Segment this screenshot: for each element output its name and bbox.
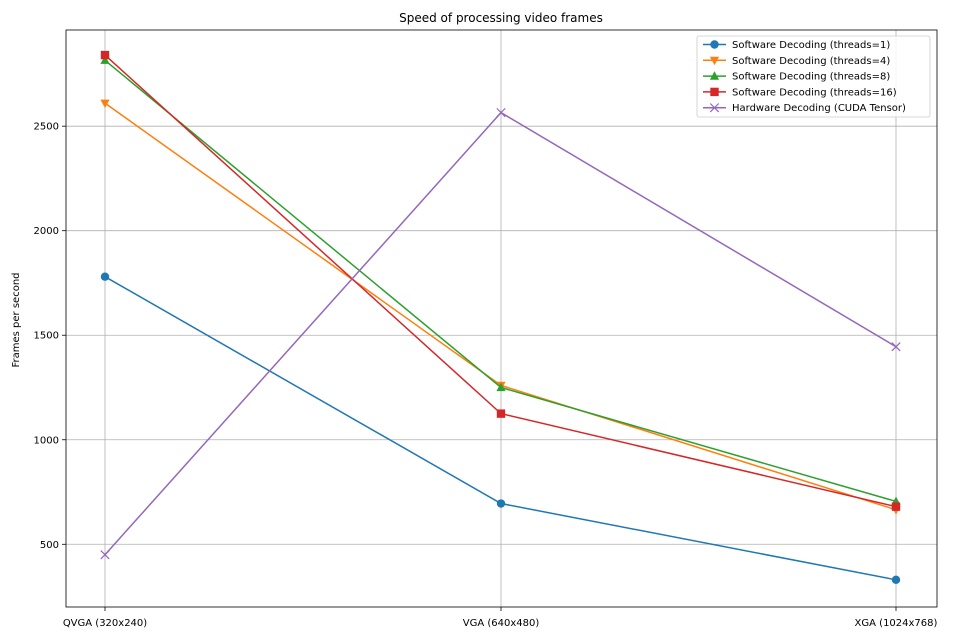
data-point bbox=[496, 499, 506, 508]
legend-entry: Software Decoding (threads=16) bbox=[703, 87, 897, 98]
series-lines bbox=[100, 50, 901, 585]
series-line bbox=[104, 111, 897, 556]
legend: Software Decoding (threads=1) Software De… bbox=[696, 35, 931, 118]
y-axis-label: Frames per second bbox=[11, 273, 22, 368]
series-line bbox=[104, 276, 897, 581]
y-tick-label: 500 bbox=[40, 540, 59, 551]
legend-label: Software Decoding (threads=16) bbox=[732, 87, 897, 98]
series-5 bbox=[100, 107, 901, 560]
legend-marker bbox=[709, 56, 720, 66]
series-line bbox=[104, 102, 897, 511]
legend-entry: Software Decoding (threads=4) bbox=[703, 56, 890, 67]
data-point bbox=[100, 550, 110, 560]
series-line bbox=[104, 54, 897, 508]
legend-entry: Software Decoding (threads=8) bbox=[703, 71, 890, 83]
x-marker-stroke bbox=[100, 550, 110, 560]
legend-marker bbox=[710, 87, 719, 97]
data-point bbox=[100, 55, 110, 64]
series-2 bbox=[100, 99, 901, 515]
y-tick-label: 2500 bbox=[34, 122, 59, 133]
data-point bbox=[496, 409, 506, 418]
legend-marker bbox=[709, 71, 720, 80]
y-tick-label: 1000 bbox=[34, 435, 59, 446]
grid bbox=[66, 30, 937, 607]
data-point bbox=[100, 50, 110, 60]
data-point bbox=[496, 382, 506, 392]
data-point bbox=[100, 272, 110, 281]
y-tick-label: 2000 bbox=[34, 226, 59, 237]
x-tick-label: QVGA (320x240) bbox=[63, 618, 147, 629]
x-marker-stroke bbox=[496, 107, 506, 118]
legend-label: Software Decoding (threads=8) bbox=[732, 72, 890, 83]
data-point bbox=[891, 502, 901, 511]
legend-entry: Software Decoding (threads=1) bbox=[703, 40, 890, 51]
legend-label: Software Decoding (threads=1) bbox=[732, 40, 890, 51]
plot-frame bbox=[65, 29, 938, 608]
data-point bbox=[891, 575, 901, 585]
legend-marker bbox=[709, 103, 720, 113]
data-point bbox=[891, 342, 901, 352]
y-tick-label: 1500 bbox=[34, 331, 59, 342]
legend-marker bbox=[710, 40, 719, 49]
data-point bbox=[100, 99, 110, 108]
x-marker-stroke bbox=[709, 103, 720, 113]
axis-ticks: QVGA (320x240) VGA (640x480) XGA (1024x768… bbox=[34, 122, 938, 629]
legend-box bbox=[696, 35, 931, 118]
x-tick-label: VGA (640x480) bbox=[463, 618, 540, 629]
x-marker-stroke bbox=[891, 342, 901, 352]
legend-entry: Hardware Decoding (CUDA Tensor) bbox=[703, 103, 906, 114]
series-4 bbox=[100, 50, 901, 511]
series-1 bbox=[100, 272, 901, 585]
data-point bbox=[496, 107, 506, 118]
chart-title: Speed of processing video frames bbox=[399, 11, 603, 25]
legend-label: Software Decoding (threads=4) bbox=[732, 56, 890, 67]
legend-label: Hardware Decoding (CUDA Tensor) bbox=[732, 103, 906, 114]
series-3 bbox=[100, 55, 901, 506]
x-tick-label: XGA (1024x768) bbox=[855, 618, 938, 629]
